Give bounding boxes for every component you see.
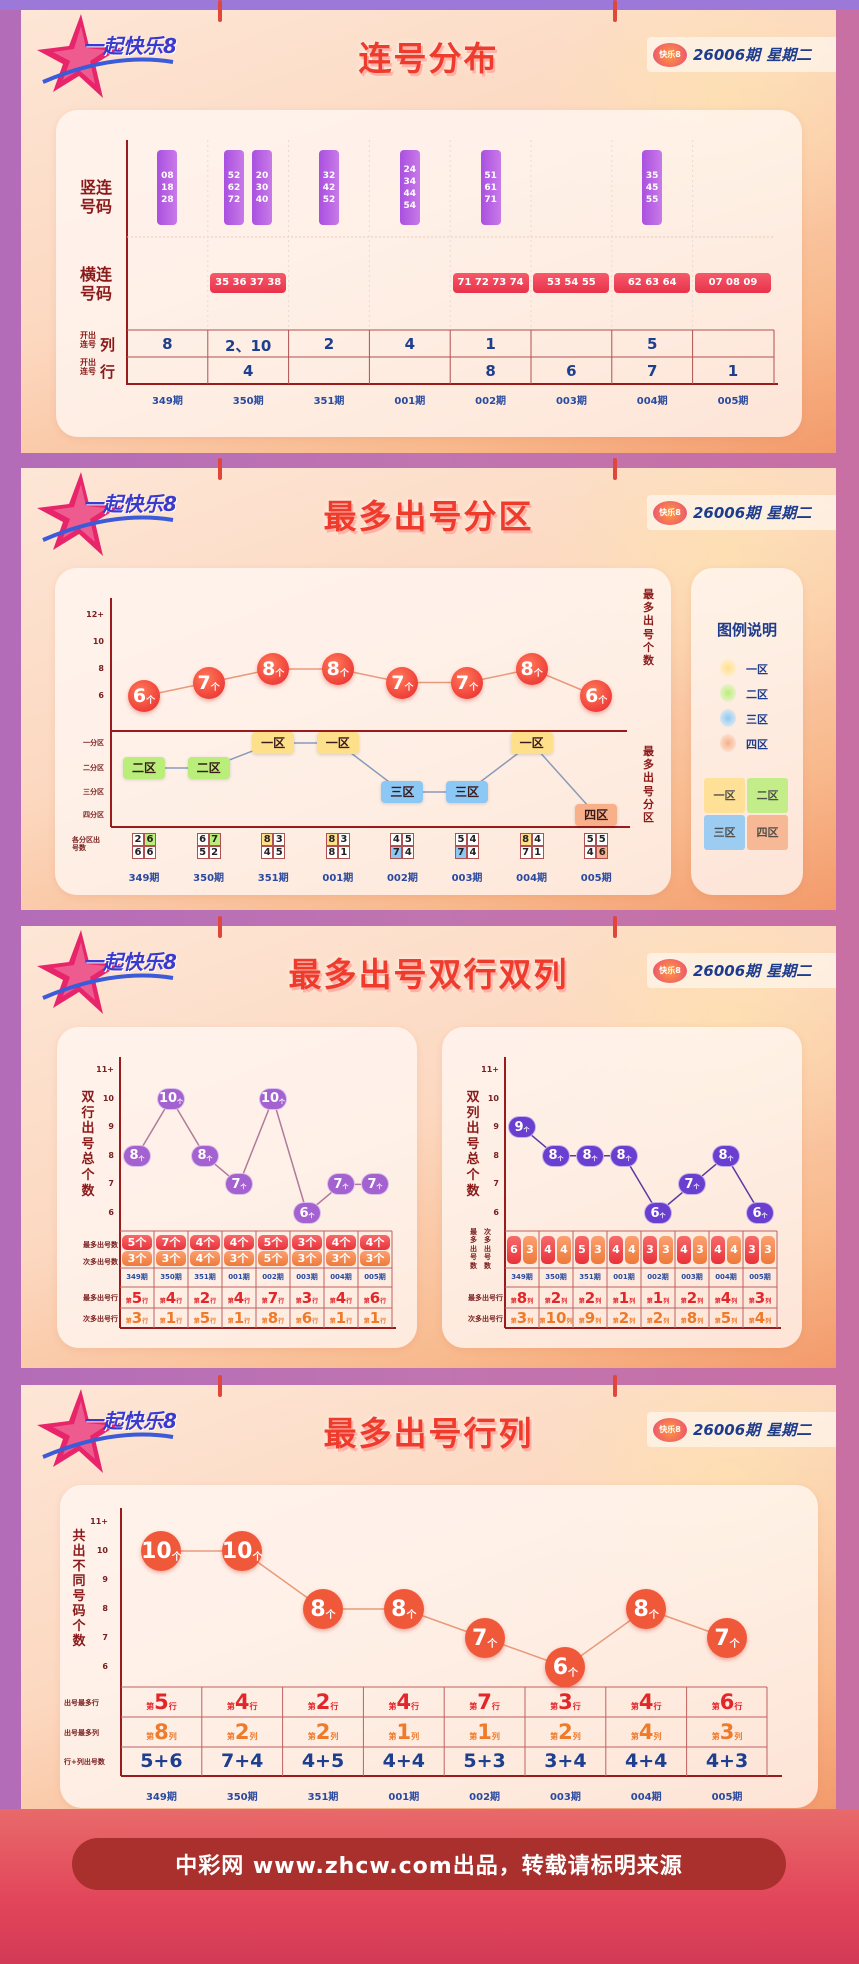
- badge-weekday: 星期二: [766, 504, 812, 522]
- section-row-col: 一起快乐8 最多出号行列 快乐8 26006期 星期二: [21, 1385, 836, 1809]
- logo-text: 一起快乐8: [83, 34, 177, 58]
- section-double-row-col: 一起快乐8 最多出号双行双列 快乐8 26006期 星期二: [21, 926, 836, 1368]
- logo: 一起快乐8: [23, 12, 183, 102]
- badge-logo-icon: 快乐8: [653, 500, 687, 525]
- chart-card: [55, 568, 671, 895]
- logo-text: 一起快乐8: [83, 1409, 177, 1433]
- star-logo-icon: [37, 930, 174, 1014]
- section-consecutive: 一起快乐8 连号分布 快乐8 26006期 星期二: [21, 10, 836, 453]
- star-logo-icon: [37, 1389, 174, 1473]
- badge-weekday: 星期二: [766, 46, 812, 64]
- footer-credit: 中彩网 www.zhcw.com出品，转载请标明来源: [72, 1838, 786, 1890]
- badge-weekday: 星期二: [766, 962, 812, 980]
- logo-text: 一起快乐8: [83, 950, 177, 974]
- badge-logo-icon: 快乐8: [653, 42, 687, 67]
- badge-period: 26006期: [693, 1421, 761, 1439]
- logo: 一起快乐8: [23, 470, 183, 560]
- period-badge: 快乐8 26006期 星期二: [647, 1412, 836, 1447]
- top-strip: [0, 0, 859, 10]
- section-zone: 一起快乐8 最多出号分区 快乐8 26006期 星期二: [21, 468, 836, 910]
- star-logo-icon: [37, 472, 174, 556]
- badge-logo-icon: 快乐8: [653, 958, 687, 983]
- legend-card: [691, 568, 803, 895]
- chart-card-cols: [442, 1027, 802, 1348]
- badge-weekday: 星期二: [766, 1421, 812, 1439]
- badge-period: 26006期: [693, 962, 761, 980]
- badge-period: 26006期: [693, 46, 761, 64]
- section-title: 最多出号双行双列: [288, 955, 569, 994]
- logo: 一起快乐8: [23, 1387, 183, 1477]
- period-badge: 快乐8 26006期 星期二: [647, 953, 836, 988]
- period-badge: 快乐8 26006期 星期二: [647, 37, 836, 72]
- badge-logo-icon: 快乐8: [653, 1417, 687, 1442]
- section-title: 最多出号分区: [323, 497, 534, 536]
- badge-period: 26006期: [693, 504, 761, 522]
- chart-card: [60, 1485, 818, 1808]
- logo-text: 一起快乐8: [83, 492, 177, 516]
- chart-card: [56, 110, 802, 437]
- period-badge: 快乐8 26006期 星期二: [647, 495, 836, 530]
- section-title: 最多出号行列: [323, 1414, 534, 1453]
- logo: 一起快乐8: [23, 928, 183, 1018]
- section-title: 连号分布: [358, 39, 499, 78]
- chart-card-rows: [57, 1027, 417, 1348]
- star-logo-icon: [37, 14, 174, 98]
